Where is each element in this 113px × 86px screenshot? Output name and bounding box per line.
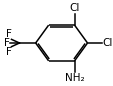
Text: F: F (6, 47, 11, 57)
Text: F: F (6, 29, 11, 39)
Text: NH₂: NH₂ (64, 73, 84, 83)
Text: Cl: Cl (69, 3, 79, 13)
Text: Cl: Cl (102, 38, 112, 48)
Text: F: F (4, 38, 10, 48)
